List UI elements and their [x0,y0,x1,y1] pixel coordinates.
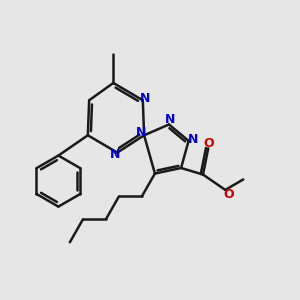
Text: N: N [140,92,151,105]
Text: O: O [204,137,214,150]
Text: N: N [110,148,120,161]
Text: N: N [136,126,146,139]
Text: N: N [188,133,198,146]
Text: N: N [164,113,175,126]
Text: O: O [223,188,234,201]
